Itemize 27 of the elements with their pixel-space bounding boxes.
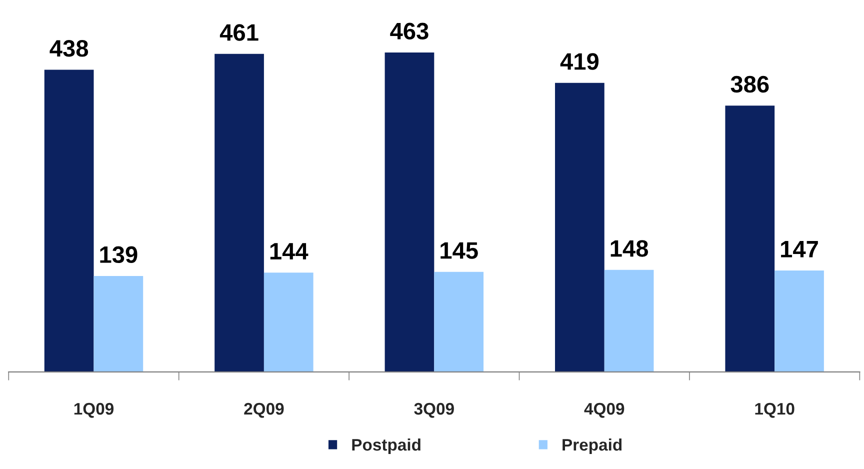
data-label: 438: [50, 40, 88, 57]
x-tick-label: 1Q09: [74, 402, 114, 418]
data-label: 145: [440, 242, 478, 259]
data-label: 148: [610, 240, 648, 257]
data-label: 386: [730, 76, 769, 93]
bar: [94, 276, 144, 372]
bar: [725, 106, 775, 372]
bar: [264, 272, 314, 372]
bar: [774, 270, 824, 372]
bar: [604, 270, 654, 372]
bar: [384, 52, 434, 372]
bar: [214, 54, 264, 372]
data-label: 419: [560, 53, 599, 70]
data-label: 461: [220, 24, 258, 41]
x-tick-label: 3Q09: [414, 402, 454, 418]
data-label: 144: [270, 243, 308, 260]
data-label: 463: [390, 22, 428, 40]
bar: [44, 70, 94, 372]
x-tick-label: 4Q09: [584, 402, 624, 418]
legend-label: Prepaid: [562, 438, 622, 454]
data-label: 147: [781, 241, 818, 258]
bar: [555, 82, 604, 372]
x-tick-label: 1Q10: [755, 402, 794, 418]
bar: [434, 272, 484, 372]
legend-label: Postpaid: [352, 438, 420, 454]
data-label: 139: [100, 246, 138, 264]
x-tick-label: 2Q09: [244, 402, 284, 418]
